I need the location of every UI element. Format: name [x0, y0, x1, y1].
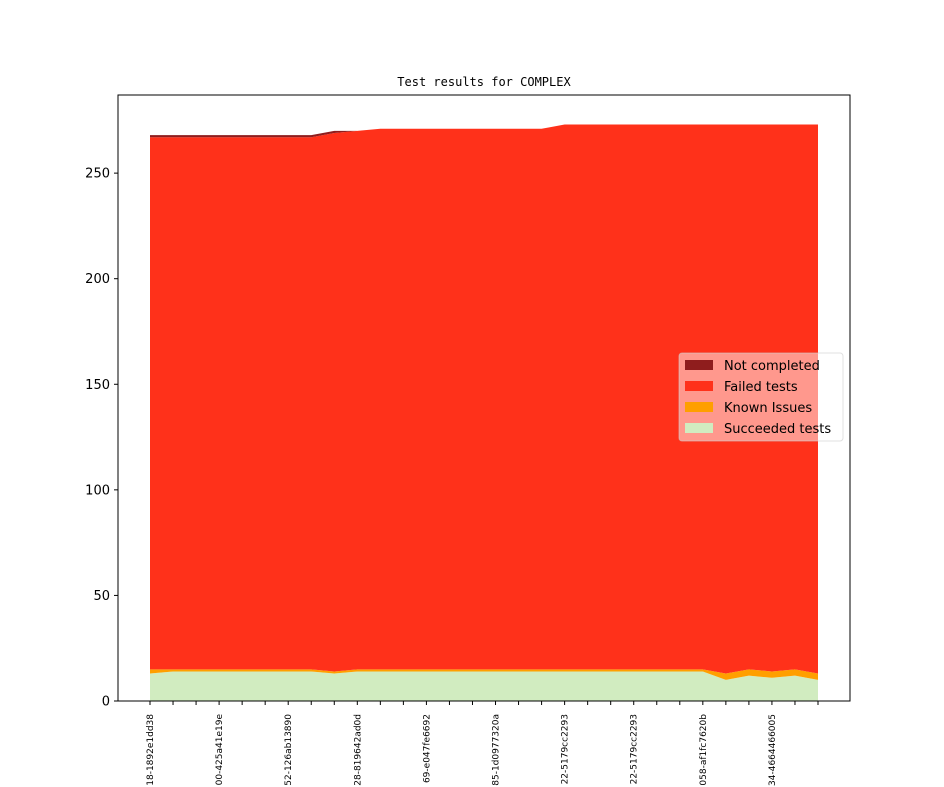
x-tick-label: 69-e047fe6692 — [422, 714, 432, 783]
legend-swatch-not-completed — [685, 360, 713, 370]
y-tick-label: 250 — [85, 167, 110, 182]
plot-frame — [117, 94, 851, 702]
area-failed-tests — [150, 124, 818, 674]
x-tick-label: 058-af1fc7620b — [699, 714, 709, 786]
y-tick-label: 0 — [102, 695, 110, 710]
legend-label-failed-tests: Failed tests — [724, 380, 798, 395]
x-tick-label: 28-819642ad0d — [353, 714, 363, 786]
legend-label-succeeded-tests: Succeeded tests — [724, 422, 831, 437]
x-tick-label: 52-126ab13890 — [284, 714, 294, 786]
x-tick-label: 22-5179cc2293 — [630, 714, 640, 784]
x-axis: 18-1892e1dd38 00-425a41e19e 52-126ab13890 2… — [146, 701, 819, 786]
legend-label-not-completed: Not completed — [724, 359, 820, 374]
y-axis: 0 50 100 150 200 250 — [85, 167, 118, 710]
area-succeeded-tests — [150, 671, 818, 701]
chart-title: Test results for COMPLEX — [397, 75, 571, 89]
legend-box — [678, 352, 844, 442]
x-tick-label: 34-4664466005 — [768, 714, 778, 786]
y-tick-label: 150 — [85, 378, 110, 393]
y-tick-label: 50 — [93, 589, 110, 604]
y-tick-label: 100 — [85, 483, 110, 498]
x-tick-label: 22-5179cc2293 — [561, 714, 571, 784]
legend: Not completed Failed tests Known Issues Suc… — [678, 352, 844, 442]
y-tick-label: 200 — [85, 272, 110, 287]
x-tick-label: 00-425a41e19e — [215, 714, 225, 786]
x-tick-label: 18-1892e1dd38 — [146, 714, 156, 786]
legend-swatch-failed-tests — [685, 381, 713, 391]
legend-swatch-known-issues — [685, 402, 713, 412]
area-layers — [150, 124, 818, 701]
legend-label-known-issues: Known Issues — [724, 401, 812, 416]
area-known-issues — [150, 669, 818, 680]
x-tick-label: 85-1d0977320a — [492, 714, 502, 786]
area-not-completed — [150, 124, 818, 138]
legend-swatch-succeeded-tests — [685, 423, 713, 433]
